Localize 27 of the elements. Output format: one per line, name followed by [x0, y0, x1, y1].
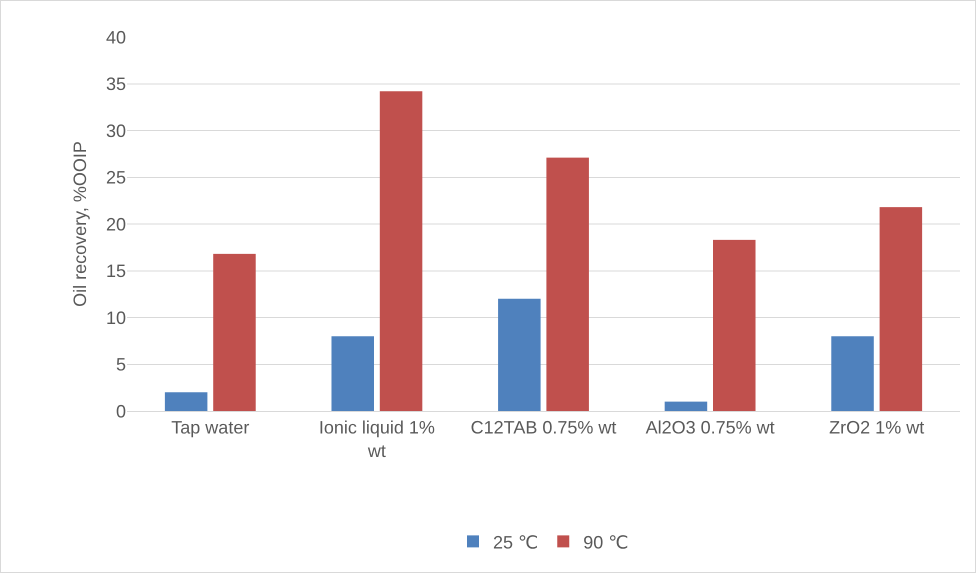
bar [880, 207, 922, 411]
y-tick-label: 25 [106, 168, 126, 188]
bar [831, 336, 874, 411]
bar [331, 336, 374, 411]
bar [380, 91, 422, 411]
y-tick-label: 40 [106, 27, 126, 48]
x-tick-label: C12TAB 0.75% wt [470, 418, 616, 438]
legend-label: 90 ℃ [583, 532, 628, 552]
x-tick-label: ZrO2 1% wt [829, 418, 924, 438]
y-tick-label: 15 [106, 261, 126, 282]
bar [498, 298, 541, 411]
legend-label: 25 ℃ [493, 532, 538, 552]
bar [164, 392, 208, 411]
bar [713, 240, 756, 411]
y-tick-label: 20 [106, 214, 126, 234]
y-tick-label: 5 [116, 354, 126, 375]
y-tick-label: 35 [106, 74, 126, 94]
bar [546, 158, 589, 411]
y-tick-label: 30 [106, 120, 126, 141]
bar [664, 402, 708, 411]
y-axis-title: Oil recovery, %OOIP [70, 141, 90, 307]
y-tick-label: 10 [106, 308, 126, 328]
bar [213, 254, 256, 411]
y-tick-label: 0 [116, 401, 126, 422]
x-tick-label: Tap water [171, 418, 250, 438]
x-tick-label: Al2O3 0.75% wt [646, 418, 775, 438]
x-tick-label: Ionic liquid 1% wt [318, 418, 435, 461]
